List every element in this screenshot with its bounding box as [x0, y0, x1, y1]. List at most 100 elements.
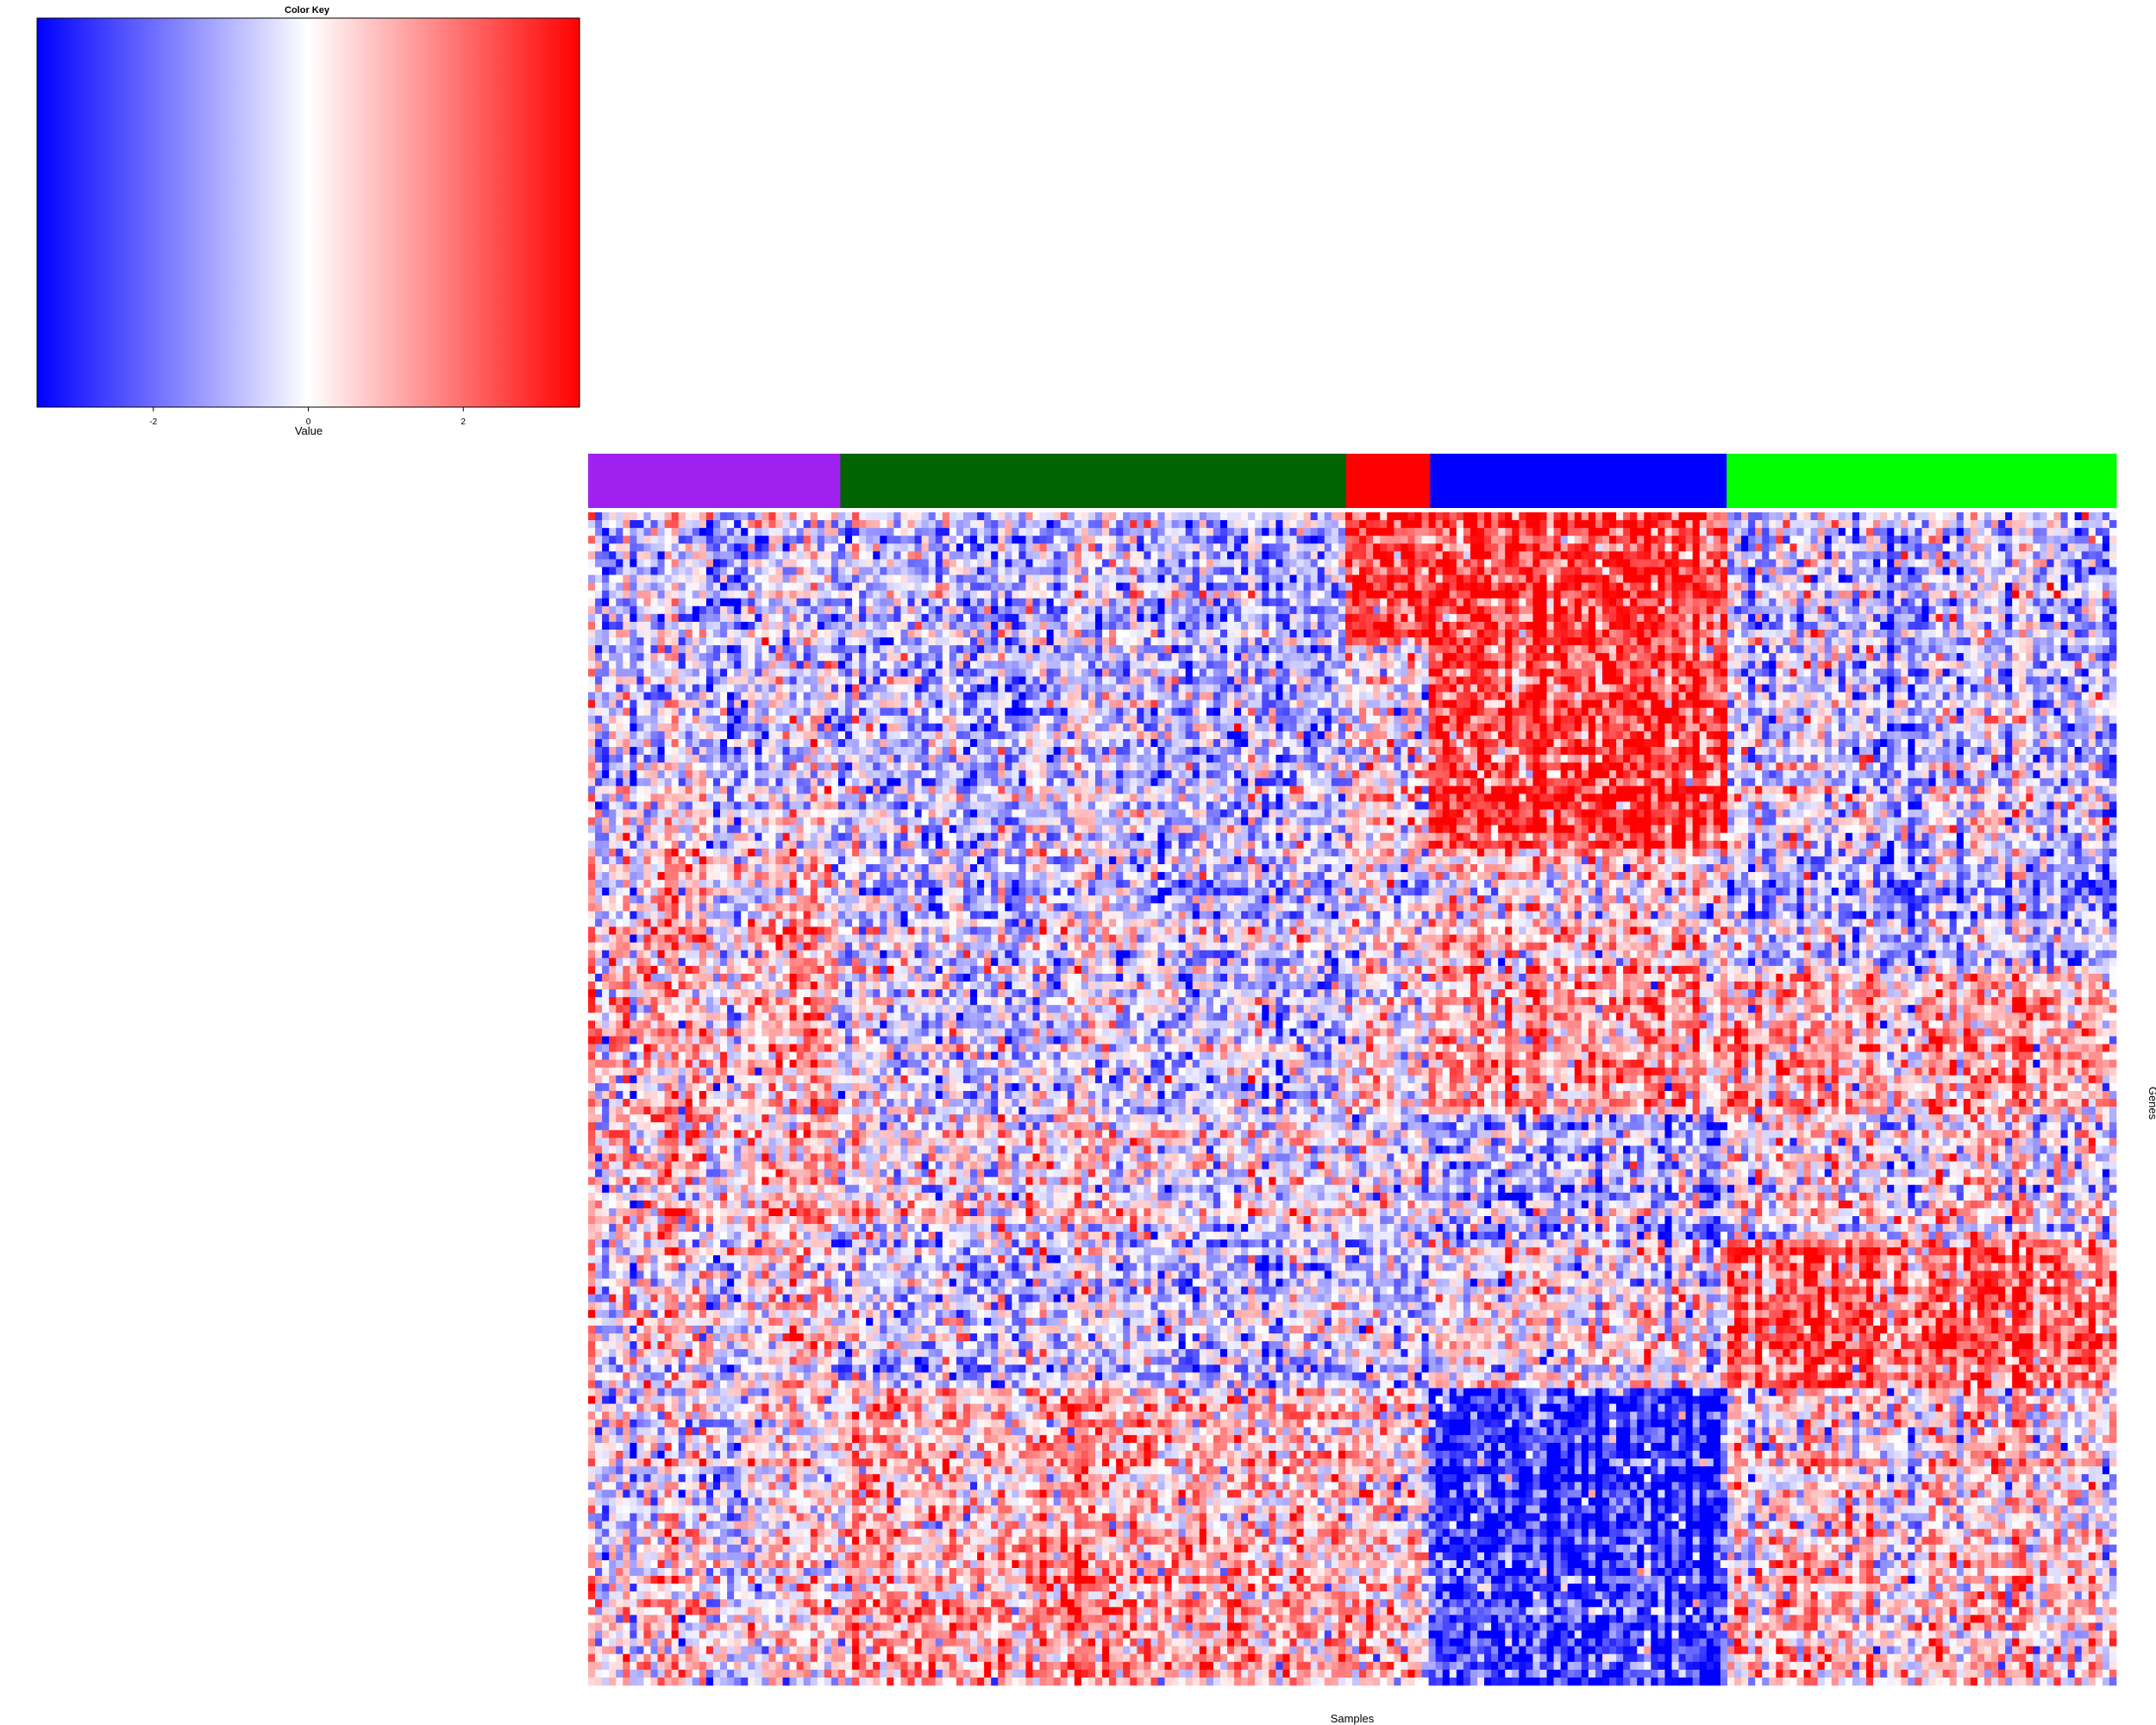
heatmap-cell — [1776, 590, 1783, 599]
heatmap-cell — [1699, 645, 1708, 654]
heatmap-cell — [1018, 668, 1026, 677]
heatmap-cell — [1324, 520, 1332, 529]
heatmap-cell — [900, 598, 908, 607]
heatmap-cell — [1609, 676, 1617, 685]
heatmap-cell — [1727, 590, 1735, 599]
heatmap-cell — [1248, 520, 1256, 529]
heatmap-cell — [1720, 598, 1728, 607]
heatmap-cell — [650, 645, 658, 654]
heatmap-cell — [1344, 613, 1353, 623]
heatmap-cell — [1123, 661, 1131, 669]
heatmap-cell — [761, 668, 769, 677]
heatmap-cell — [1074, 512, 1082, 521]
heatmap-cell — [1623, 590, 1631, 599]
heatmap-cell — [2012, 605, 2020, 615]
heatmap-cell — [1282, 598, 1290, 607]
heatmap-cell — [1873, 567, 1881, 575]
heatmap-cell — [1942, 536, 1951, 544]
heatmap-cell — [873, 676, 881, 685]
heatmap-cell — [734, 661, 742, 669]
heatmap-cell — [748, 605, 755, 615]
heatmap-cell — [1164, 551, 1172, 560]
heatmap-cell — [1984, 590, 1992, 599]
heatmap-cell — [1046, 676, 1054, 685]
heatmap-cell — [1039, 676, 1047, 685]
heatmap-cell — [1192, 520, 1200, 529]
heatmap-cell — [1380, 543, 1388, 552]
heatmap-cell — [636, 582, 644, 592]
heatmap-cell — [1435, 528, 1444, 536]
heatmap-cell — [1421, 512, 1429, 521]
heatmap-cell — [1567, 543, 1576, 552]
heatmap-cell — [1157, 512, 1165, 521]
heatmap-cell — [1476, 630, 1485, 638]
heatmap-cell — [1991, 536, 1999, 544]
heatmap-cell — [1331, 551, 1339, 560]
heatmap-cell — [1414, 684, 1422, 693]
heatmap-cell — [1796, 645, 1804, 654]
heatmap-cell — [1526, 668, 1533, 677]
heatmap-cell — [1102, 676, 1110, 685]
heatmap-cell — [1873, 637, 1881, 646]
heatmap-cell — [1366, 567, 1374, 575]
heatmap-cell — [1164, 637, 1172, 646]
heatmap-cell — [1185, 661, 1194, 669]
heatmap-cell — [1219, 676, 1228, 685]
heatmap-cell — [1491, 528, 1499, 536]
heatmap-cell — [803, 528, 812, 536]
heatmap-cell — [2046, 590, 2054, 599]
heatmap-cell — [2074, 559, 2083, 568]
heatmap-cell — [1401, 582, 1408, 592]
heatmap-cell — [748, 653, 755, 662]
heatmap-cell — [1144, 598, 1151, 607]
heatmap-cell — [1706, 613, 1714, 623]
heatmap-cell — [1171, 668, 1179, 677]
heatmap-cell — [1449, 605, 1457, 615]
heatmap-cell — [1901, 668, 1908, 677]
heatmap-cell — [1713, 582, 1721, 592]
heatmap-cell — [1956, 637, 1965, 646]
heatmap-cell — [1213, 645, 1221, 654]
heatmap-cell — [1081, 512, 1089, 521]
heatmap-cell — [1491, 621, 1499, 630]
heatmap-cell — [1762, 621, 1770, 630]
heatmap-cell — [1810, 598, 1818, 607]
heatmap-cell — [720, 684, 728, 693]
heatmap-cell — [664, 653, 672, 662]
heatmap-cell — [900, 645, 908, 654]
heatmap-cell — [866, 574, 874, 583]
heatmap-cell — [1741, 551, 1749, 560]
heatmap-cell — [1935, 528, 1943, 536]
heatmap-cell — [880, 645, 887, 654]
heatmap-cell — [845, 567, 853, 575]
heatmap-cell — [1824, 536, 1833, 544]
heatmap-cell — [1699, 668, 1708, 677]
heatmap-cell — [1435, 645, 1444, 654]
heatmap-cell — [1116, 637, 1124, 646]
heatmap-cell — [1901, 630, 1908, 638]
heatmap-cell — [1866, 613, 1874, 623]
heatmap-cell — [1262, 512, 1269, 521]
heatmap-cell — [1949, 630, 1958, 638]
heatmap-cell — [1817, 520, 1826, 529]
heatmap-cell — [1664, 520, 1672, 529]
heatmap-cell — [1484, 637, 1492, 646]
heatmap-cell — [1219, 684, 1228, 693]
heatmap-cell — [1658, 668, 1665, 677]
heatmap-cell — [2095, 512, 2103, 521]
heatmap-cell — [1359, 676, 1367, 685]
heatmap-cell — [1845, 598, 1853, 607]
heatmap-cell — [1130, 605, 1138, 615]
heatmap-cell — [1046, 520, 1054, 529]
heatmap-cell — [1206, 551, 1214, 560]
heatmap-cell — [1123, 512, 1131, 521]
heatmap-cell — [1401, 605, 1408, 615]
heatmap-cell — [705, 668, 714, 677]
heatmap-cell — [1644, 512, 1651, 521]
heatmap-cell — [1858, 645, 1867, 654]
heatmap-cell — [1699, 590, 1708, 599]
heatmap-cell — [1567, 605, 1576, 615]
heatmap-cell — [1630, 559, 1638, 568]
heatmap-cell — [1894, 621, 1902, 630]
heatmap-cell — [657, 653, 665, 662]
